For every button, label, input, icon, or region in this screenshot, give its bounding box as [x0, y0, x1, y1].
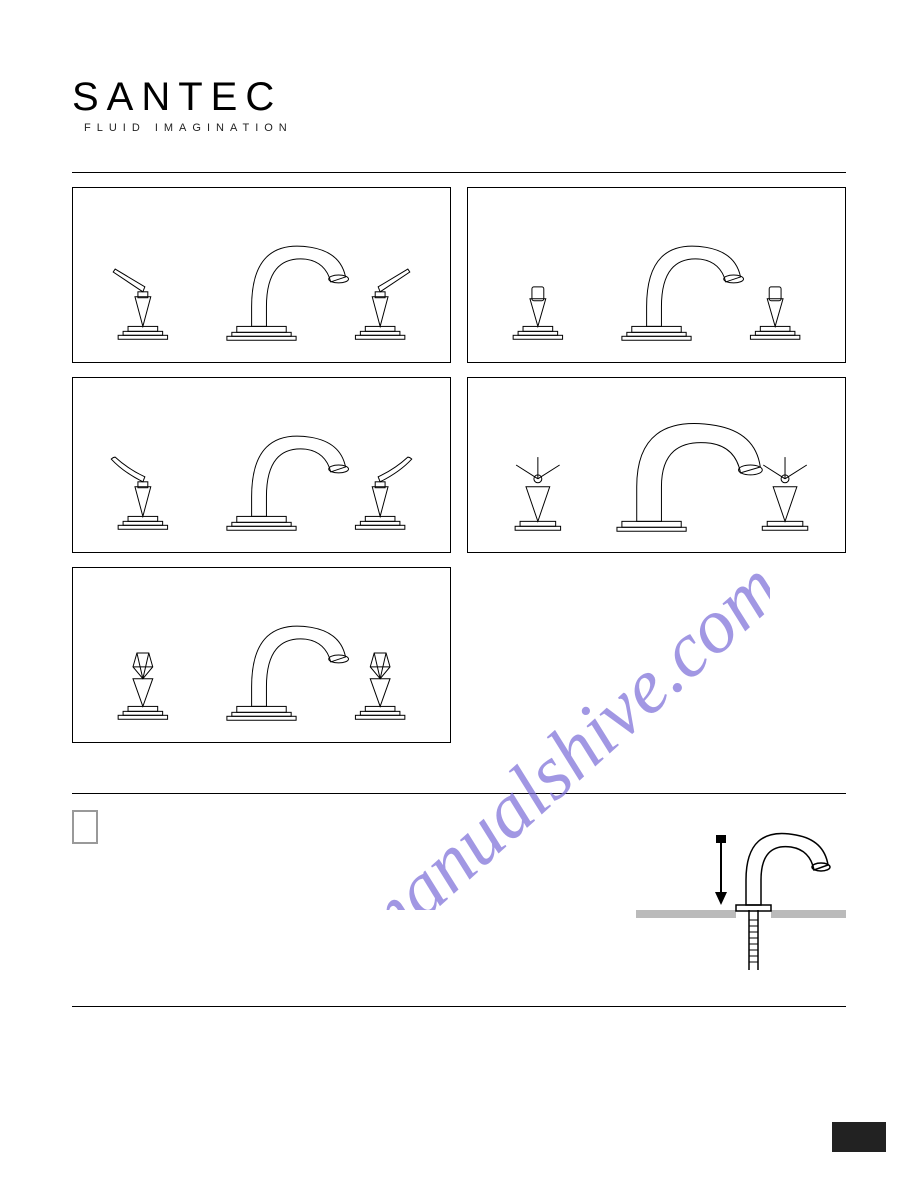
logo-tagline: FLUID IMAGINATION [84, 122, 846, 134]
divider-bottom [72, 1006, 846, 1007]
install-step-row [72, 810, 846, 1000]
product-cell-4 [467, 377, 846, 553]
divider-mid [72, 793, 846, 794]
faucet-diagram-4 [468, 378, 845, 552]
product-cell-1 [72, 187, 451, 363]
page-tab [832, 1122, 886, 1152]
faucet-diagram-1 [73, 188, 450, 362]
logo-text: SANTEC [72, 75, 846, 120]
divider-top [72, 172, 846, 173]
faucet-diagram-5 [73, 568, 450, 742]
brand-logo: SANTEC FLUID IMAGINATION [72, 75, 846, 134]
product-cell-3 [72, 377, 451, 553]
step-number-box [72, 810, 98, 844]
faucet-diagram-2 [468, 188, 845, 362]
product-cell-2 [467, 187, 846, 363]
product-grid [72, 187, 846, 743]
install-diagram [636, 810, 846, 990]
faucet-diagram-3 [73, 378, 450, 552]
product-cell-5 [72, 567, 451, 743]
